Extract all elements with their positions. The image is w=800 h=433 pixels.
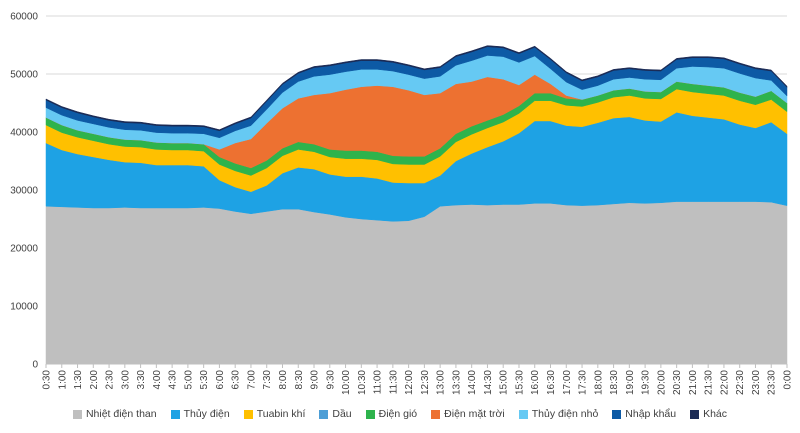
x-tick-label: 11:00 [373, 370, 384, 395]
x-tick-label: 15:30 [514, 370, 525, 395]
legend-item: Tuabin khí [243, 408, 306, 420]
x-tick-label: 18:00 [593, 370, 604, 395]
legend: Nhiệt điện than Thủy điện Tuabin khí Dầu Điệ… [0, 408, 800, 420]
x-tick-label: 3:30 [136, 370, 147, 390]
x-tick-label: 0:00 [783, 370, 794, 390]
legend-item: Điện mặt trời [431, 408, 505, 420]
legend-swatch [170, 409, 180, 419]
x-tick-label: 18:30 [609, 370, 620, 395]
legend-item: Khác [690, 408, 727, 420]
y-tick-label: 50000 [10, 70, 38, 81]
x-tick-label: 12:00 [404, 370, 415, 395]
legend-swatch [612, 409, 622, 419]
legend-label: Khác [703, 408, 728, 420]
legend-label: Điện gió [378, 408, 418, 420]
y-tick-label: 60000 [10, 12, 38, 23]
legend-label: Nhập khẩu [625, 408, 677, 420]
x-tick-label: 9:00 [310, 370, 321, 390]
legend-label: Dầu [332, 408, 352, 420]
x-tick-label: 1:00 [57, 370, 68, 390]
x-tick-label: 11:30 [388, 370, 399, 395]
series-areas [45, 45, 788, 365]
legend-swatch [243, 409, 253, 419]
x-axis-ticks: 0:30 1:00 1:30 2:00 2:30 3:00 3:30 4:00 4:30 5:00… [42, 364, 794, 395]
x-tick-label: 8:30 [294, 370, 305, 390]
x-tick-label: 14:00 [467, 370, 478, 395]
legend-label: Điện mặt trời [444, 408, 505, 420]
x-tick-label: 0:30 [42, 370, 53, 390]
legend-swatch [319, 409, 329, 419]
x-tick-label: 20:30 [672, 370, 683, 395]
area-series-8 [45, 45, 788, 132]
y-tick-label: 30000 [10, 186, 38, 197]
legend-item: Dầu [319, 408, 352, 420]
y-tick-label: 10000 [10, 302, 38, 313]
legend-swatch [690, 409, 700, 419]
legend-item: Điện gió [365, 408, 418, 420]
legend-label: Thủy điện [183, 408, 230, 420]
x-tick-label: 7:00 [246, 370, 257, 390]
x-tick-label: 5:00 [183, 370, 194, 390]
legend-item: Thủy điện nhỏ [518, 408, 599, 420]
x-tick-label: 5:30 [199, 370, 210, 390]
x-tick-label: 2:30 [105, 370, 116, 390]
legend-swatch [365, 409, 375, 419]
legend-label: Nhiệt điện than [85, 408, 157, 420]
x-tick-label: 13:30 [451, 370, 462, 395]
x-tick-label: 7:30 [262, 370, 273, 390]
x-tick-label: 21:00 [688, 370, 699, 395]
legend-item: Nhiệt điện than [72, 408, 157, 420]
x-tick-label: 13:00 [436, 370, 447, 395]
legend-label: Tuabin khí [256, 408, 306, 420]
y-tick-label: 0 [32, 360, 38, 371]
legend-label: Thủy điện nhỏ [531, 408, 599, 420]
x-tick-label: 4:30 [168, 370, 179, 390]
legend-swatch [72, 409, 82, 419]
x-tick-label: 10:30 [357, 370, 368, 395]
y-tick-label: 20000 [10, 244, 38, 255]
x-tick-label: 19:00 [625, 370, 636, 395]
x-tick-label: 20:00 [656, 370, 667, 395]
legend-item: Nhập khẩu [612, 408, 676, 420]
x-tick-label: 6:30 [231, 370, 242, 390]
x-tick-label: 1:30 [73, 370, 84, 390]
x-tick-label: 15:00 [499, 370, 510, 395]
x-tick-label: 17:30 [578, 370, 589, 395]
x-tick-label: 16:30 [546, 370, 557, 395]
x-tick-label: 6:00 [215, 370, 226, 390]
x-tick-label: 10:00 [341, 370, 352, 395]
x-tick-label: 8:00 [278, 370, 289, 390]
x-tick-label: 22:30 [735, 370, 746, 395]
x-tick-label: 2:00 [89, 370, 100, 390]
y-axis-ticks: 0 10000 20000 30000 40000 50000 60000 [10, 12, 38, 371]
y-tick-label: 40000 [10, 128, 38, 139]
x-tick-label: 3:00 [120, 370, 131, 390]
x-tick-label: 23:00 [751, 370, 762, 395]
x-tick-label: 21:30 [704, 370, 715, 395]
x-tick-label: 9:30 [325, 370, 336, 390]
legend-swatch [518, 409, 528, 419]
area-series-0 [45, 201, 788, 365]
x-tick-label: 12:30 [420, 370, 431, 395]
x-tick-label: 4:00 [152, 370, 163, 390]
x-tick-label: 16:00 [530, 370, 541, 395]
x-tick-label: 22:00 [719, 370, 730, 395]
x-tick-label: 23:30 [767, 370, 778, 395]
x-tick-label: 19:30 [641, 370, 652, 395]
legend-item: Thủy điện [170, 408, 230, 420]
x-tick-label: 17:00 [562, 370, 573, 395]
legend-swatch [431, 409, 441, 419]
x-tick-label: 14:30 [483, 370, 494, 395]
